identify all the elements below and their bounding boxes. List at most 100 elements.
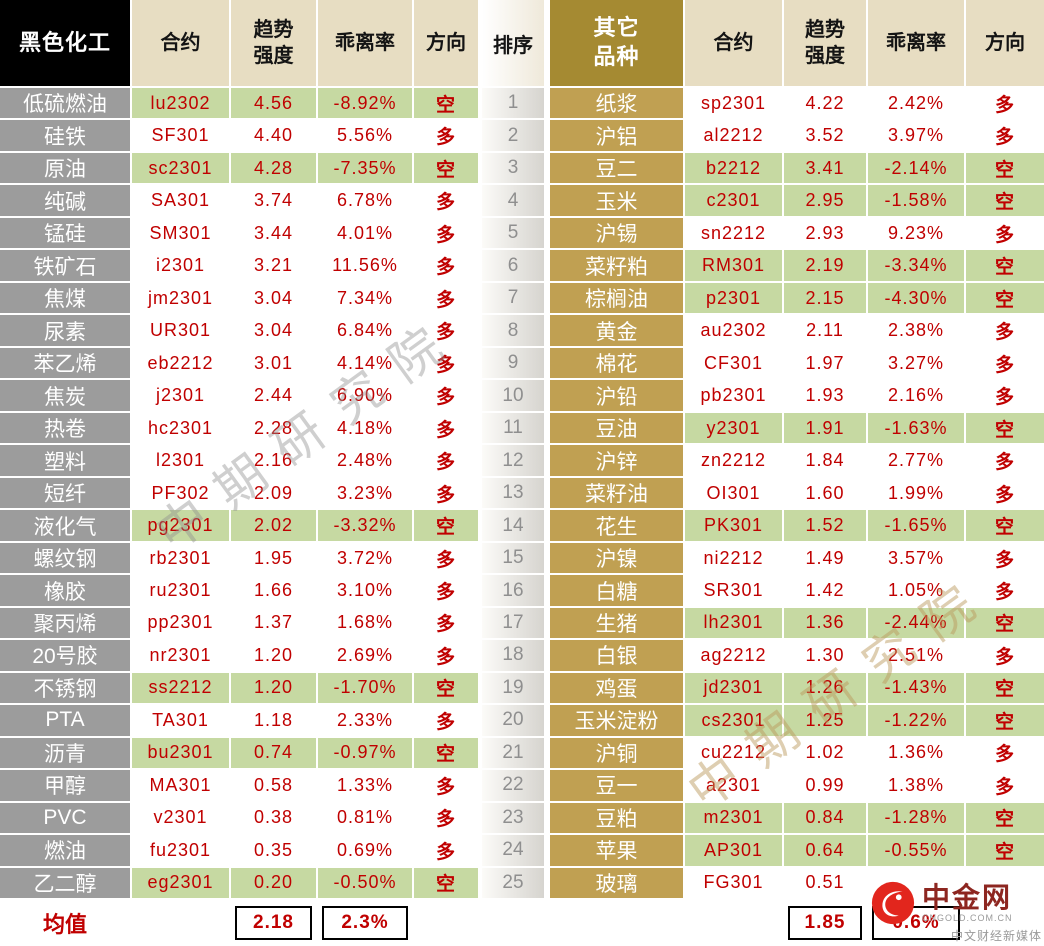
trend-strength-value: 0.51 bbox=[784, 867, 868, 901]
logo-tagline: 中文财经新媒体 bbox=[950, 929, 1042, 943]
deviation-rate-value: 6.90% bbox=[318, 380, 414, 413]
deviation-rate-value: -1.58% bbox=[868, 185, 966, 218]
contract-code: SR301 bbox=[685, 575, 784, 608]
contract-code: eb2212 bbox=[132, 347, 231, 381]
deviation-rate-value: -1.22% bbox=[868, 705, 966, 738]
deviation-rate-value: 1.38% bbox=[868, 770, 966, 803]
table-row: 苯乙烯 eb2212 3.01 4.14% 多 bbox=[0, 347, 478, 381]
contract-code: sc2301 bbox=[132, 152, 231, 186]
table-row: 菜籽粕 RM301 2.19 -3.34% 空 bbox=[550, 250, 1044, 283]
trend-strength-value: 2.16 bbox=[231, 445, 318, 478]
direction-value: 空 bbox=[966, 802, 1044, 836]
trend-strength-value: 0.84 bbox=[784, 802, 868, 836]
commodity-name: 硅铁 bbox=[0, 120, 132, 153]
right-category-title: 其它品种 bbox=[550, 0, 685, 88]
table-row: 液化气 pg2301 2.02 -3.32% 空 bbox=[0, 510, 478, 543]
direction-value: 空 bbox=[414, 737, 478, 771]
direction-value: 多 bbox=[414, 282, 478, 316]
trend-strength-value: 2.11 bbox=[784, 315, 868, 348]
black-chemical-table: 黑色化工 合约 趋势强度 乖离率 方向 低硫燃油 lu2302 4.56 -8.… bbox=[0, 0, 478, 946]
deviation-rate-value: 2.42% bbox=[868, 88, 966, 121]
table-row: 豆二 b2212 3.41 -2.14% 空 bbox=[550, 152, 1044, 186]
left-table-rows: 低硫燃油 lu2302 4.56 -8.92% 空 硅铁 SF301 4.40 … bbox=[0, 88, 478, 901]
right-table-rows: 纸浆 sp2301 4.22 2.42% 多 沪铝 al2212 3.52 3.… bbox=[550, 88, 1044, 901]
contract-code: ni2212 bbox=[685, 542, 784, 576]
trend-strength-value: 0.99 bbox=[784, 770, 868, 803]
trend-strength-value: 1.02 bbox=[784, 737, 868, 771]
trend-strength-value: 4.22 bbox=[784, 88, 868, 121]
direction-value: 多 bbox=[966, 88, 1044, 121]
commodity-name: 螺纹钢 bbox=[0, 542, 132, 576]
direction-value: 空 bbox=[966, 185, 1044, 218]
rank-header: 排序 bbox=[482, 0, 544, 88]
rank-number: 6 bbox=[482, 250, 544, 283]
commodity-name: 原油 bbox=[0, 152, 132, 186]
deviation-rate-value: 2.16% bbox=[868, 380, 966, 413]
contract-code: PK301 bbox=[685, 510, 784, 543]
direction-value: 多 bbox=[966, 217, 1044, 251]
commodity-name: 不锈钢 bbox=[0, 672, 132, 706]
deviation-rate-value: 6.84% bbox=[318, 315, 414, 348]
commodity-name: 橡胶 bbox=[0, 575, 132, 608]
contract-code: v2301 bbox=[132, 802, 231, 836]
trend-strength-value: 2.19 bbox=[784, 250, 868, 283]
direction-value: 多 bbox=[414, 575, 478, 608]
deviation-rate-value: 1.99% bbox=[868, 477, 966, 511]
contract-code: m2301 bbox=[685, 802, 784, 836]
contract-code: fu2301 bbox=[132, 835, 231, 868]
deviation-rate-value: -1.28% bbox=[868, 802, 966, 836]
trend-strength-value: 1.20 bbox=[231, 640, 318, 673]
table-row: 尿素 UR301 3.04 6.84% 多 bbox=[0, 315, 478, 348]
rank-number: 24 bbox=[482, 835, 544, 868]
direction-header: 方向 bbox=[966, 0, 1044, 88]
direction-value: 多 bbox=[414, 380, 478, 413]
direction-value: 空 bbox=[414, 88, 478, 121]
deviation-rate-value: -1.43% bbox=[868, 672, 966, 706]
rank-number: 19 bbox=[482, 672, 544, 706]
contract-code: FG301 bbox=[685, 867, 784, 901]
deviation-header: 乖离率 bbox=[318, 0, 414, 88]
commodity-name: 豆二 bbox=[550, 152, 685, 186]
table-row: 棉花 CF301 1.97 3.27% 多 bbox=[550, 347, 1044, 381]
trend-strength-value: 2.15 bbox=[784, 282, 868, 316]
commodity-name: 豆油 bbox=[550, 412, 685, 446]
rank-number: 8 bbox=[482, 315, 544, 348]
trend-strength-value: 1.26 bbox=[784, 672, 868, 706]
mean-empty-cell bbox=[685, 900, 784, 946]
logo-name: 中金网 bbox=[922, 882, 1013, 914]
deviation-rate-value: 4.14% bbox=[318, 347, 414, 381]
mean-label bbox=[550, 900, 685, 946]
contract-code: sp2301 bbox=[685, 88, 784, 121]
contract-code: MA301 bbox=[132, 770, 231, 803]
mean-trend-value: 2.18 bbox=[235, 906, 312, 940]
rank-number: 21 bbox=[482, 737, 544, 771]
mean-trend-cell: 2.18 bbox=[231, 900, 318, 946]
trend-strength-value: 1.95 bbox=[231, 542, 318, 576]
deviation-rate-value: -3.32% bbox=[318, 510, 414, 543]
commodity-name: 塑料 bbox=[0, 445, 132, 478]
contract-code: SM301 bbox=[132, 217, 231, 251]
trend-strength-value: 1.93 bbox=[784, 380, 868, 413]
deviation-rate-value: -7.35% bbox=[318, 152, 414, 186]
table-row: 甲醇 MA301 0.58 1.33% 多 bbox=[0, 770, 478, 803]
direction-value: 多 bbox=[414, 412, 478, 446]
commodity-name: 纯碱 bbox=[0, 185, 132, 218]
deviation-rate-value: -3.34% bbox=[868, 250, 966, 283]
direction-value: 多 bbox=[414, 347, 478, 381]
logo-domain: CNGOLD.COM.CN bbox=[922, 912, 1013, 923]
commodity-name: 棉花 bbox=[550, 347, 685, 381]
rank-number: 16 bbox=[482, 575, 544, 608]
direction-value: 多 bbox=[414, 120, 478, 153]
deviation-rate-value: 1.36% bbox=[868, 737, 966, 771]
table-row: 鸡蛋 jd2301 1.26 -1.43% 空 bbox=[550, 672, 1044, 706]
trend-strength-value: 4.56 bbox=[231, 88, 318, 121]
direction-value: 空 bbox=[966, 282, 1044, 316]
trend-strength-value: 1.52 bbox=[784, 510, 868, 543]
deviation-rate-value: 2.38% bbox=[868, 315, 966, 348]
direction-value: 空 bbox=[966, 705, 1044, 738]
direction-value: 多 bbox=[966, 347, 1044, 381]
commodity-name: 苹果 bbox=[550, 835, 685, 868]
rank-cells: 1 2 3 4 5 6 7 8 9 10 11 12 13 14 15 16 1… bbox=[482, 88, 544, 901]
mean-deviation-value: 2.3% bbox=[322, 906, 408, 940]
rank-number: 9 bbox=[482, 347, 544, 381]
